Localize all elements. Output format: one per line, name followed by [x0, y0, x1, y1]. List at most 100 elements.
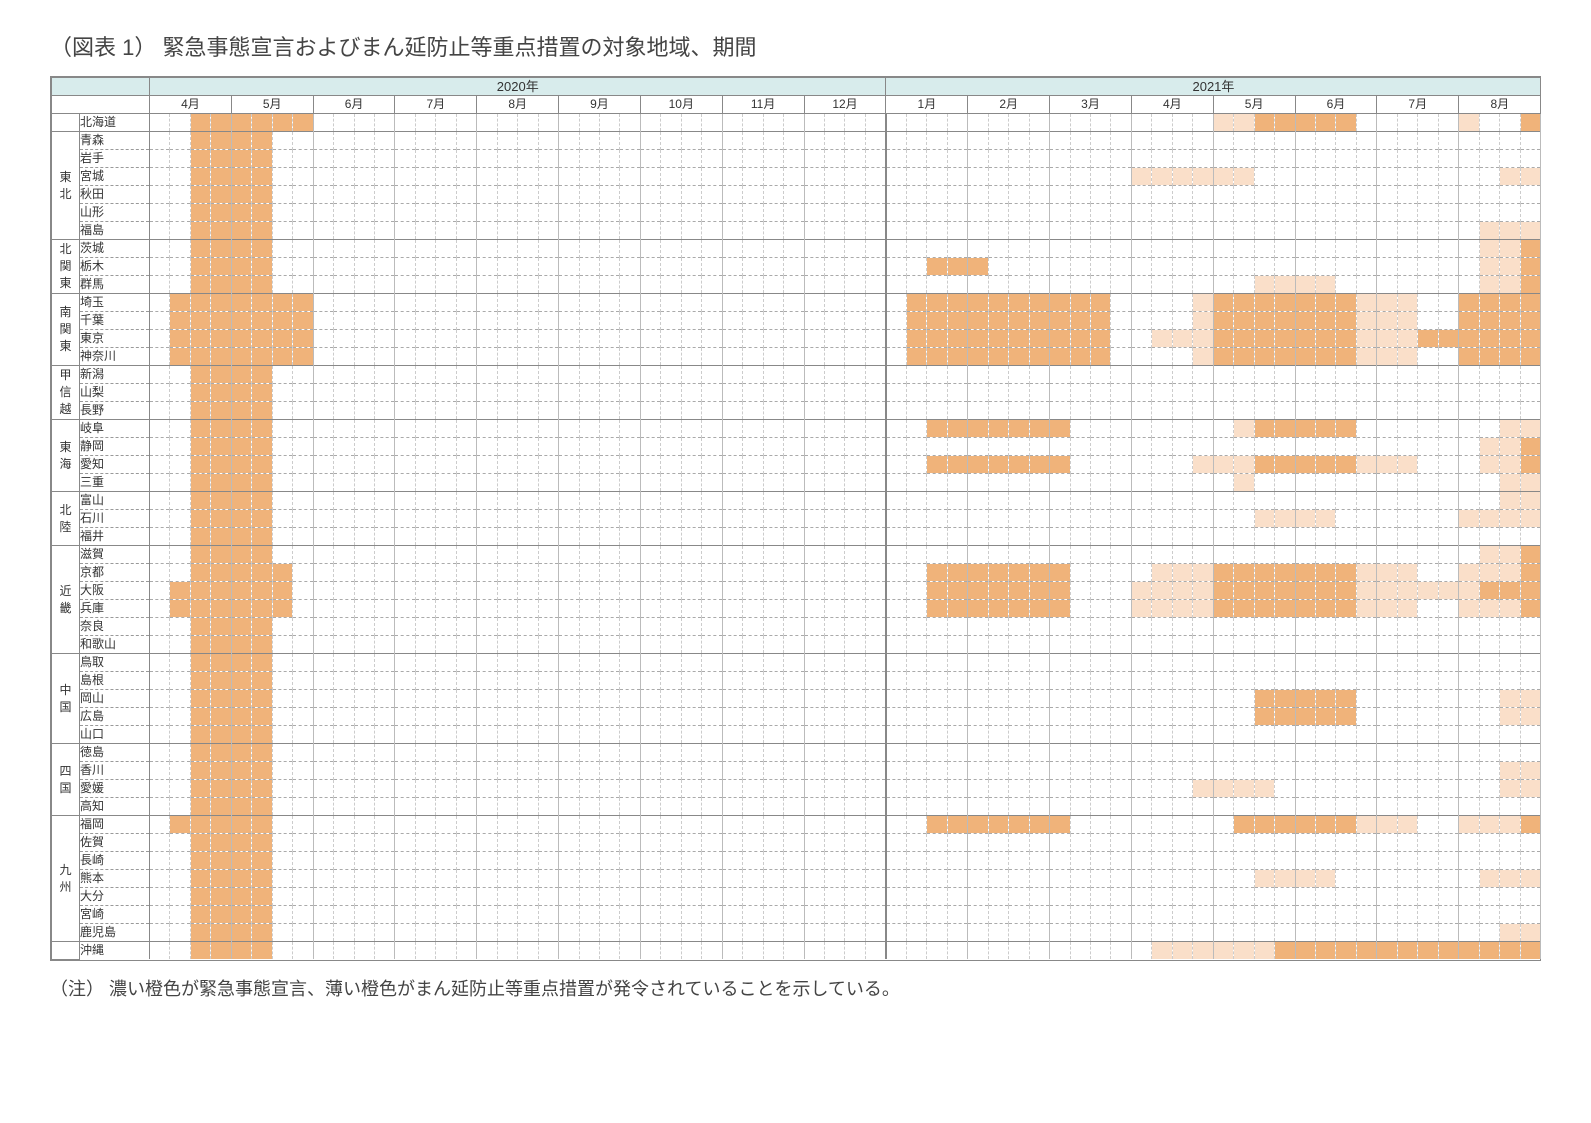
timeline-cell	[1193, 258, 1213, 276]
timeline-cell	[1356, 906, 1376, 924]
timeline-cell	[313, 600, 333, 618]
timeline-cell	[599, 294, 619, 312]
timeline-cell	[211, 456, 231, 474]
timeline-cell	[293, 366, 313, 384]
timeline-cell	[1295, 492, 1315, 510]
timeline-cell	[1500, 816, 1520, 834]
timeline-cell	[538, 546, 558, 564]
timeline-cell	[497, 474, 517, 492]
timeline-cell	[865, 348, 886, 366]
timeline-cell	[620, 762, 640, 780]
timeline-cell	[1479, 600, 1499, 618]
timeline-cell	[1213, 582, 1233, 600]
timeline-cell	[252, 348, 272, 366]
timeline-cell	[763, 492, 783, 510]
timeline-cell	[947, 420, 967, 438]
timeline-cell	[743, 204, 763, 222]
timeline-cell	[968, 906, 988, 924]
timeline-cell	[1316, 600, 1336, 618]
timeline-cell	[518, 168, 538, 186]
timeline-cell	[743, 888, 763, 906]
timeline-cell	[497, 654, 517, 672]
timeline-cell	[313, 654, 333, 672]
timeline-cell	[1336, 636, 1356, 654]
timeline-cell	[722, 510, 742, 528]
timeline-cell	[313, 672, 333, 690]
timeline-cell	[1397, 510, 1417, 528]
timeline-cell	[988, 744, 1008, 762]
prefecture-label: 埼玉	[80, 294, 150, 312]
region-label: 東北	[52, 132, 80, 240]
timeline-cell	[1520, 168, 1541, 186]
timeline-cell	[374, 456, 394, 474]
timeline-cell	[1418, 708, 1438, 726]
timeline-cell	[599, 222, 619, 240]
timeline-cell	[1111, 294, 1131, 312]
timeline-cell	[1418, 780, 1438, 798]
timeline-cell	[1418, 168, 1438, 186]
timeline-cell	[1295, 798, 1315, 816]
timeline-cell	[1152, 240, 1172, 258]
timeline-cell	[1275, 636, 1295, 654]
timeline-cell	[1050, 438, 1070, 456]
month-header: 3月	[1050, 96, 1132, 114]
timeline-cell	[1234, 276, 1254, 294]
timeline-cell	[906, 312, 926, 330]
timeline-cell	[190, 546, 210, 564]
timeline-cell	[272, 888, 292, 906]
timeline-cell	[334, 186, 354, 204]
timeline-cell	[1356, 204, 1376, 222]
timeline-cell	[190, 564, 210, 582]
timeline-cell	[599, 366, 619, 384]
timeline-cell	[211, 870, 231, 888]
timeline-cell	[170, 132, 190, 150]
timeline-cell	[170, 528, 190, 546]
timeline-cell	[518, 762, 538, 780]
timeline-cell	[1418, 132, 1438, 150]
timeline-cell	[477, 150, 497, 168]
timeline-cell	[968, 276, 988, 294]
timeline-cell	[334, 780, 354, 798]
timeline-cell	[334, 618, 354, 636]
timeline-cell	[190, 312, 210, 330]
timeline-cell	[1131, 132, 1151, 150]
timeline-cell	[722, 546, 742, 564]
timeline-cell	[1316, 672, 1336, 690]
timeline-cell	[1152, 114, 1172, 132]
timeline-cell	[252, 114, 272, 132]
timeline-cell	[1356, 384, 1376, 402]
timeline-cell	[1275, 474, 1295, 492]
timeline-cell	[661, 834, 681, 852]
timeline-cell	[661, 690, 681, 708]
timeline-cell	[1397, 240, 1417, 258]
timeline-cell	[1479, 582, 1499, 600]
timeline-cell	[1336, 546, 1356, 564]
timeline-cell	[395, 492, 415, 510]
timeline-cell	[763, 726, 783, 744]
timeline-cell	[702, 942, 722, 960]
timeline-cell	[415, 834, 435, 852]
timeline-cell	[620, 204, 640, 222]
timeline-cell	[436, 942, 456, 960]
timeline-cell	[1091, 456, 1111, 474]
timeline-cell	[1500, 762, 1520, 780]
timeline-cell	[1377, 816, 1397, 834]
timeline-cell	[1234, 834, 1254, 852]
timeline-cell	[968, 618, 988, 636]
timeline-cell	[559, 924, 579, 942]
timeline-cell	[293, 186, 313, 204]
timeline-cell	[743, 564, 763, 582]
timeline-cell	[763, 456, 783, 474]
timeline-cell	[845, 924, 865, 942]
timeline-cell	[968, 330, 988, 348]
timeline-cell	[1091, 690, 1111, 708]
timeline-cell	[763, 258, 783, 276]
timeline-cell	[1009, 888, 1029, 906]
timeline-cell	[1356, 186, 1376, 204]
timeline-cell	[436, 204, 456, 222]
timeline-cell	[1275, 762, 1295, 780]
timeline-cell	[599, 564, 619, 582]
timeline-cell	[252, 582, 272, 600]
timeline-cell	[681, 150, 701, 168]
timeline-cell	[1356, 348, 1376, 366]
